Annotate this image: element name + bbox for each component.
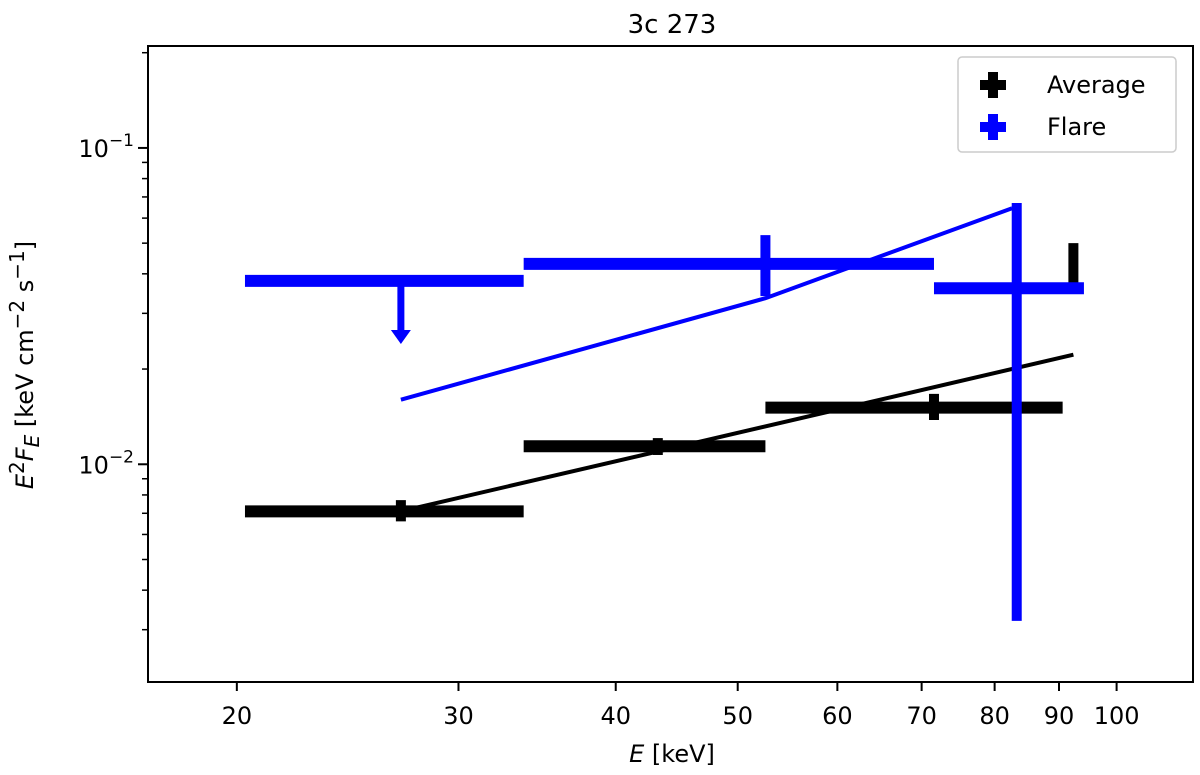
- legend-label-average: Average: [1047, 71, 1146, 99]
- average-point-0: [244, 500, 524, 522]
- axes-frame: [147, 45, 1194, 683]
- x-tick-label-3: 50: [722, 702, 753, 730]
- y-tick-label-1: 10−1: [78, 131, 134, 163]
- legend-marks: [980, 72, 1006, 140]
- plot-layer: [244, 202, 1084, 621]
- y-label-sup-b: −1: [5, 250, 29, 279]
- y-tick-exp-0: −2: [109, 447, 134, 467]
- average-point-3: [1068, 243, 1079, 289]
- flare-point-2: [933, 202, 1084, 621]
- flare-point-1: [523, 235, 934, 297]
- y-label-unit-c: ]: [11, 241, 39, 250]
- x-tick-label-4: 60: [822, 702, 853, 730]
- y-axis-label: E2FE [keV cm−2 s−1]: [5, 241, 44, 489]
- legend: Average Flare: [957, 56, 1177, 153]
- y-tick-label-0: 10−2: [78, 447, 134, 479]
- x-axis-label-var: E: [629, 740, 645, 768]
- legend-marker-average: [980, 72, 1006, 98]
- y-tick-base-0: 10: [78, 451, 109, 479]
- x-tick-label-5: 70: [906, 702, 937, 730]
- legend-marker-flare: [980, 114, 1006, 140]
- legend-label-flare: Flare: [1047, 113, 1106, 141]
- y-label-sub: E: [20, 434, 44, 447]
- chart-title: 3c 273: [628, 10, 717, 40]
- y-label-unit-b: s: [11, 280, 39, 300]
- y-label-e: E: [11, 473, 39, 489]
- x-axis-label-unit: [keV]: [644, 740, 715, 768]
- y-label-unit-a: [keV cm: [11, 329, 39, 434]
- flare-model-line: [400, 206, 1013, 402]
- legend-frame: [957, 56, 1177, 153]
- x-tick-label-2: 40: [600, 702, 631, 730]
- y-label-sup2: 2: [5, 461, 29, 474]
- average-model-line: [400, 352, 1074, 514]
- x-tick-label-8: 100: [1094, 702, 1140, 730]
- flare-ulimit-arrow-0: [390, 329, 411, 344]
- y-tick-exp-1: −1: [109, 131, 134, 151]
- y-label-sup-a: −2: [5, 300, 29, 329]
- flare-point-0: [244, 274, 524, 344]
- y-tick-base-1: 10: [78, 135, 109, 163]
- x-tick-label-0: 20: [222, 702, 253, 730]
- average-point-1: [523, 438, 766, 455]
- x-axis-label: E [keV]: [629, 740, 715, 768]
- y-label-f: F: [11, 446, 39, 461]
- x-tick-label-7: 90: [1044, 702, 1075, 730]
- x-tick-label-1: 30: [443, 702, 474, 730]
- x-tick-label-6: 80: [979, 702, 1010, 730]
